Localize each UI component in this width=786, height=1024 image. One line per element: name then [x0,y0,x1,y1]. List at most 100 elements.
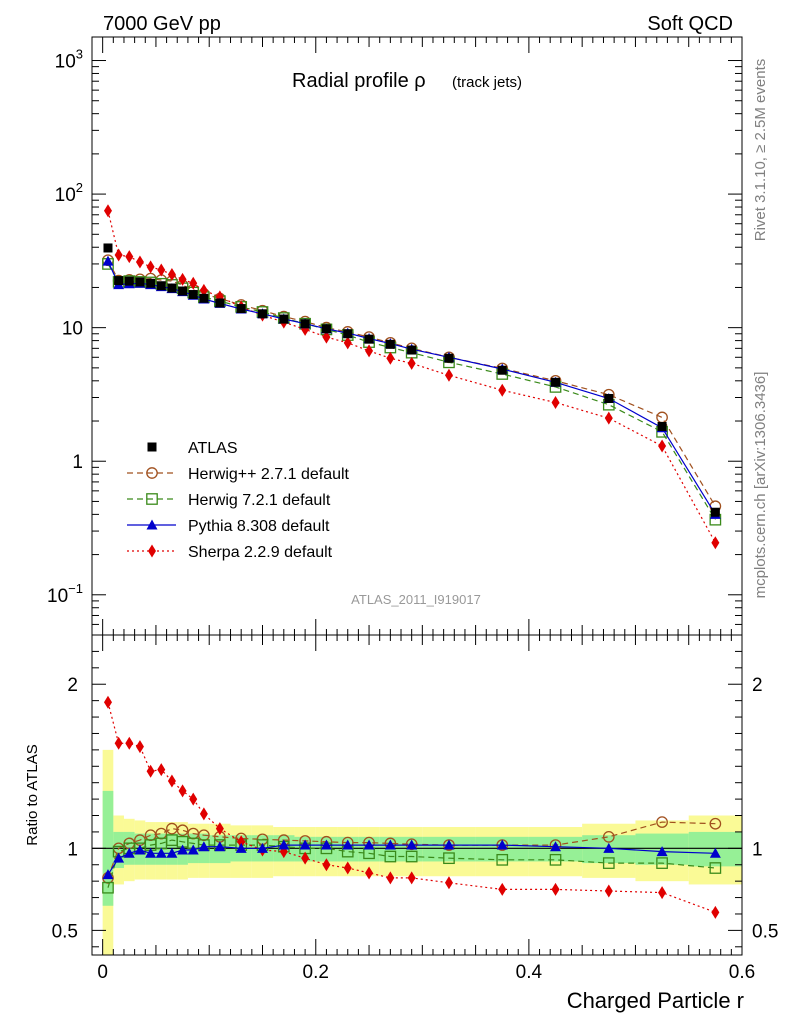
point-atlas [551,377,561,387]
mcplots-label: mcplots.cern.ch [arXiv:1306.3436] [752,372,769,599]
point-atlas [343,329,353,339]
ratio-point-pythia [145,847,157,858]
ratio-point-sherpa [604,884,613,898]
point-atlas [156,281,166,291]
main-y-tick-label: 102 [55,180,83,206]
ratio-point-herwigpp [709,817,722,830]
x-tick-label: 0.2 [303,962,329,983]
point-atlas [300,319,310,329]
ratio-y-tick-label: 0.5 [52,921,78,942]
point-sherpa [146,260,155,274]
point-sherpa [551,396,560,410]
point-sherpa [178,272,187,286]
legend-label-pythia: Pythia 8.308 default [188,518,330,535]
process-label: Soft QCD [647,13,733,35]
ratio-point-herwig7 [102,881,114,894]
ratio-point-pythia [363,839,375,850]
legend-marker-herwig7 [146,493,158,505]
ratio-point-pythia [406,839,418,850]
ratio-y-tick-label: 1 [67,839,78,860]
ratio-point-sherpa [146,764,155,778]
ratio-point-sherpa [498,882,507,896]
ratio-point-sherpa [215,822,224,836]
ratio-point-pythia [278,839,290,850]
ratio-point-herwig7 [549,853,562,866]
ratio-point-sherpa [407,871,416,885]
analysis-label: ATLAS_2011_I919017 [351,592,481,607]
point-atlas [178,286,188,296]
ratio-panel: 0.5 0.5 1 1 2 2 Ratio to ATLAS [24,634,778,956]
point-atlas [385,339,395,349]
point-sherpa [125,250,134,264]
point-atlas [167,283,177,293]
ratio-y-tick-label: 2 [67,675,78,696]
point-sherpa [157,263,166,277]
ratio-point-pythia [320,839,332,850]
ratio-point-sherpa [343,861,352,875]
x-tick-label: 0 [97,962,108,983]
legend-item-herwig7: Herwig 7.2.1 default [127,492,331,509]
point-sherpa [114,248,123,262]
legend-item-pythia: Pythia 8.308 default [127,518,330,535]
ratio-point-sherpa [157,763,166,777]
point-atlas [114,276,124,286]
ratio-data-layer [92,695,742,955]
ratio-frame [91,634,743,956]
point-atlas [188,290,198,300]
legend-item-herwigpp: Herwig++ 2.7.1 default [127,466,350,483]
ratio-point-sherpa [386,871,395,885]
ratio-point-pythia [102,869,114,880]
ratio-point-sherpa [322,858,331,872]
ratio-point-pythia [235,842,247,853]
main-y-axis: 10−1 1 10 102 103 [47,47,742,636]
ratio-point-pythia [256,842,268,853]
ratio-point-sherpa [711,905,720,919]
plot-subtitle: (track jets) [452,74,522,91]
ratio-point-pythia [123,847,135,858]
point-sherpa [343,336,352,350]
point-atlas [135,277,145,287]
ratio-point-herwig7 [602,857,615,869]
point-atlas [604,393,614,403]
ratio-point-sherpa [114,736,123,750]
legend-marker-atlas [147,442,157,452]
legend-label-sherpa: Sherpa 2.2.9 default [188,544,333,561]
point-sherpa [604,411,613,425]
legend: ATLAS Herwig++ 2.7.1 default Herwig 7.2.1 … [127,440,350,561]
main-y-tick-label: 1 [72,452,83,473]
ratio-point-sherpa [167,774,176,788]
main-panel: 10−1 1 10 102 103 Radial profile ρ (track je… [47,36,743,636]
ratio-line-herwig7 [107,839,716,888]
ratio-point-pythia [155,847,167,858]
ratio-point-herwig7 [496,853,509,866]
ratio-point-sherpa [103,695,112,709]
point-herwigpp [656,411,668,424]
ratio-ylabel: Ratio to ATLAS [24,744,41,845]
point-sherpa [322,330,331,344]
ratio-point-pythia [550,841,562,852]
main-y-tick-label: 10 [62,319,83,340]
rivet-label: Rivet 3.1.10, ≥ 2.5M events [752,59,769,242]
ratio-point-herwigpp [602,830,615,843]
point-atlas [146,278,156,288]
ratio-point-sherpa [189,792,198,806]
ratio-point-pythia [198,841,210,852]
series-line-herwigpp [107,259,716,507]
ratio-point-pythia [166,847,178,858]
point-sherpa [386,351,395,365]
ratio-point-sherpa [237,835,246,849]
x-tick-label: 0.6 [729,962,755,983]
ratio-y-axis: 0.5 0.5 1 1 2 2 [52,650,778,948]
point-sherpa [498,383,507,397]
point-atlas [103,243,113,253]
x-axis-label: Charged Particle r [567,988,744,1013]
energy-label: 7000 GeV pp [103,13,221,35]
legend-item-sherpa: Sherpa 2.2.9 default [127,544,333,561]
point-atlas [710,507,720,517]
ratio-y-tick-label-right: 0.5 [752,921,778,942]
point-sherpa [103,204,112,218]
ratio-point-pythia [299,839,311,850]
ratio-point-herwig7 [709,862,722,874]
point-sherpa [167,268,176,282]
